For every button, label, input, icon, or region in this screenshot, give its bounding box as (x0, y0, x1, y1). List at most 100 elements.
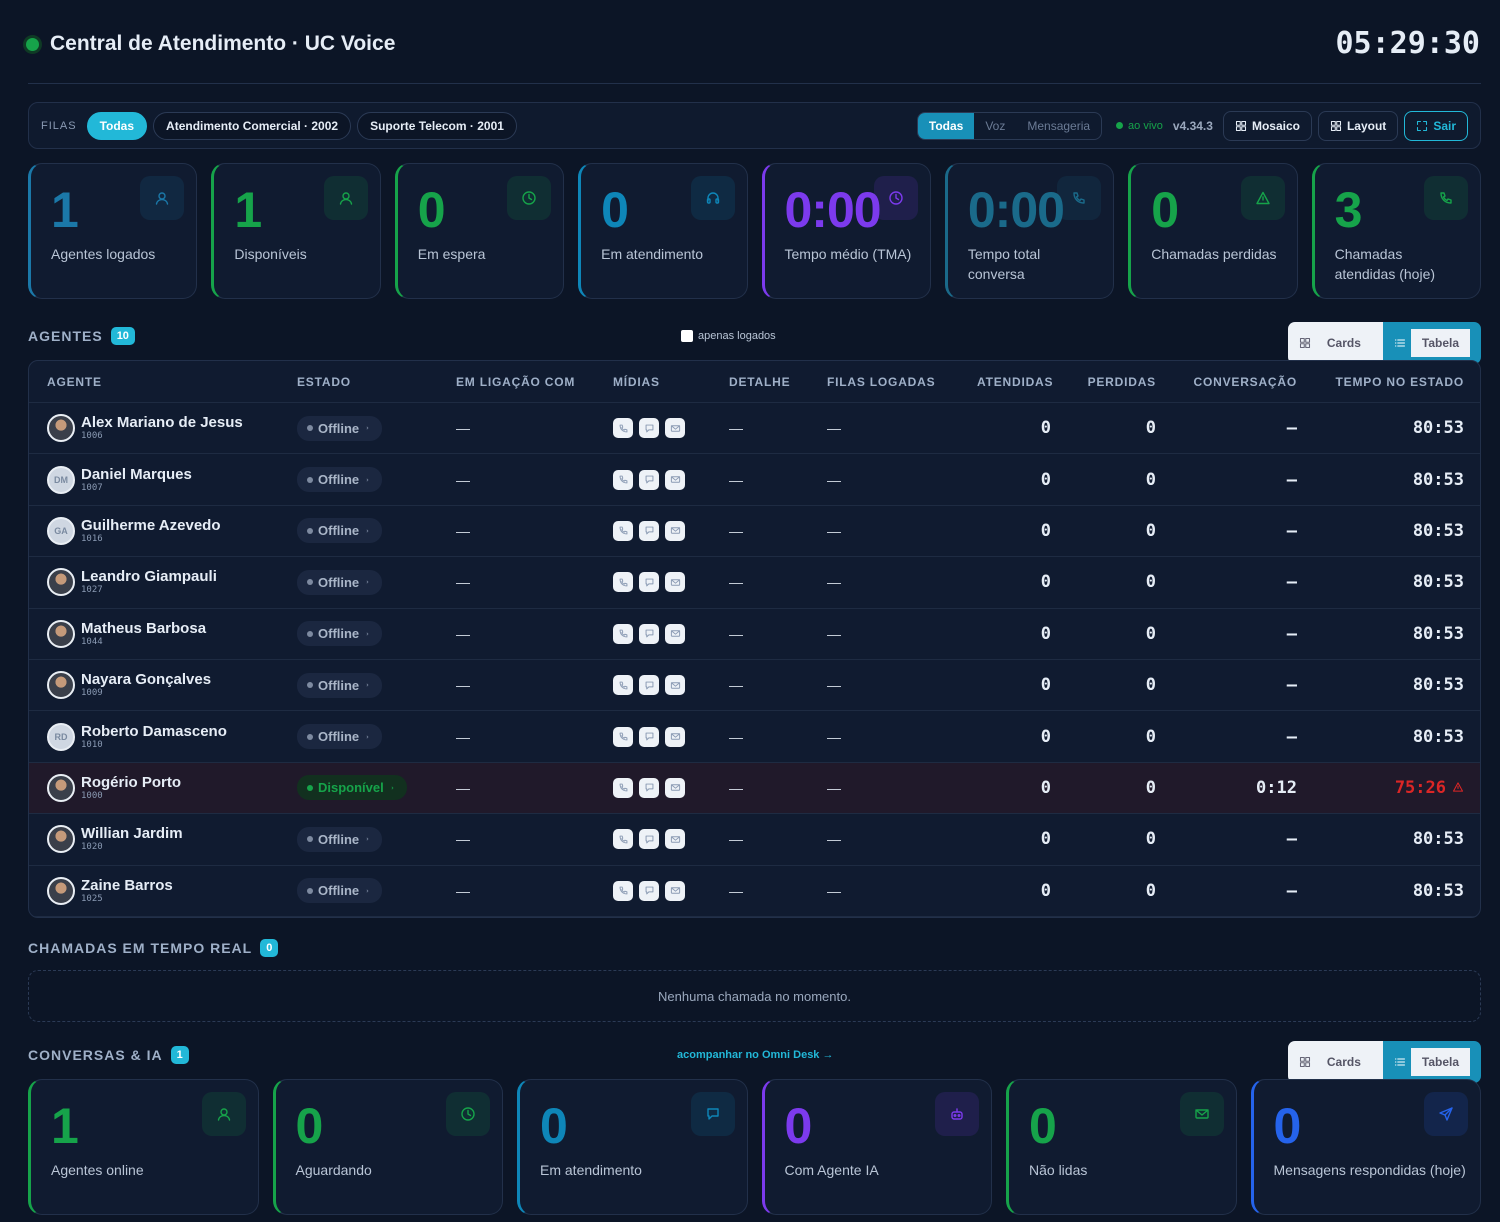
agent-cell: Matheus Barbosa 1044 (47, 619, 297, 648)
phone-icon (1440, 192, 1452, 204)
status-dot (307, 733, 313, 740)
status-pill[interactable]: Offline (297, 878, 383, 904)
avatar (47, 568, 75, 597)
status-pill[interactable]: Disponível (297, 775, 407, 801)
conversation: — (1286, 418, 1297, 439)
avatar (47, 619, 75, 648)
filter-checkbox[interactable]: apenas logados (681, 330, 776, 342)
kpi-card: 0 Aguardando (272, 1079, 503, 1215)
kpi-icon (140, 176, 185, 220)
kpi-icon (935, 1092, 979, 1136)
detail: — (729, 471, 743, 488)
kpi-card: 1 Agentes online (28, 1079, 259, 1215)
kpi-value: 0 (417, 182, 446, 238)
mail-icon (670, 424, 680, 432)
status-dot (307, 836, 313, 843)
status-pill[interactable]: Offline (297, 672, 383, 698)
lost: 0 (1145, 880, 1156, 901)
checkbox[interactable] (681, 330, 693, 342)
status-pill[interactable]: Offline (297, 415, 383, 441)
status-dot (307, 784, 313, 791)
agent-cell: Nayara Gonçalves 1009 (47, 671, 297, 700)
agent-info: Rogério Porto 1000 (81, 774, 181, 801)
status-dot (26, 38, 39, 51)
in-call: — (456, 625, 470, 642)
detail: — (729, 677, 743, 694)
queue-pill[interactable]: Atendimento Comercial · 2002 (153, 111, 352, 140)
section-title: CONVERSAS & IA (28, 1047, 163, 1063)
status-pill[interactable]: Offline (297, 518, 383, 544)
omni-link[interactable]: acompanhar no Omni Desk → (677, 1049, 834, 1061)
chat-icon (645, 424, 653, 433)
toolbar-button[interactable]: Layout (1317, 110, 1399, 141)
agent-name: Guilherme Azevedo (81, 516, 221, 534)
answered: 0 (1040, 623, 1051, 644)
agent-cell: DM Daniel Marques 1007 (47, 465, 297, 494)
caret-icon (366, 581, 369, 584)
agent-info: Nayara Gonçalves 1009 (81, 672, 211, 699)
media-option[interactable]: Voz (985, 118, 1006, 133)
status-pill[interactable]: Offline (297, 467, 383, 493)
agent-extension: 1027 (81, 585, 103, 596)
media-icon (613, 829, 633, 850)
status-dot (307, 887, 313, 894)
media-icon (613, 623, 633, 644)
status-dot (307, 630, 313, 637)
send-icon (1439, 1107, 1453, 1121)
avatar (47, 773, 75, 802)
head-icon (706, 192, 719, 204)
chat-icon (645, 527, 653, 535)
kpi-icon (1179, 1092, 1224, 1136)
status-pill[interactable]: Offline (297, 621, 383, 647)
kpi-value: 0:00 (967, 182, 1065, 238)
answered: 0 (1040, 829, 1051, 850)
time-in-state: 80:53 (1412, 520, 1464, 541)
in-call: — (456, 471, 470, 488)
toolbar-button[interactable]: Mosaico (1222, 110, 1312, 141)
lost: 0 (1145, 777, 1156, 798)
time-in-state: 80:53 (1412, 675, 1464, 696)
in-call: — (456, 779, 470, 796)
agent-name: Matheus Barbosa (81, 619, 207, 637)
view-option[interactable]: Tabela (1382, 322, 1481, 364)
time-cell: 80:53 (1297, 418, 1464, 438)
section-title: AGENTES (28, 328, 103, 344)
time-in-state: 75:26 (1394, 777, 1446, 798)
view-option[interactable]: Cards (1287, 1041, 1383, 1083)
mail-icon (1194, 1109, 1209, 1119)
lost: 0 (1145, 675, 1156, 696)
kpi-card: 1 Disponíveis (211, 163, 381, 299)
phone-icon (619, 835, 627, 844)
status-pill[interactable]: Offline (297, 724, 383, 750)
detail: — (729, 420, 743, 437)
user-icon (156, 192, 169, 205)
media-icon (665, 520, 685, 541)
agent-extension: 1007 (81, 482, 103, 493)
clock-icon (522, 191, 536, 205)
kpi-card: 0 Com Agente IA (761, 1079, 992, 1215)
column-header: TEMPO NO ESTADO (1335, 374, 1464, 389)
view-option[interactable]: Tabela (1382, 1041, 1481, 1083)
media-option[interactable]: Mensageria (1027, 118, 1091, 133)
column-header: DETALHE (729, 374, 791, 389)
chat-icon (645, 886, 653, 895)
kpi-value: 1 (51, 1098, 79, 1154)
kpi-value: 0 (1151, 182, 1179, 238)
divider (28, 83, 1481, 84)
status-pill[interactable]: Offline (297, 826, 383, 852)
queues: — (827, 522, 841, 539)
media-option[interactable]: Todas (917, 112, 975, 139)
status-pill[interactable]: Offline (297, 569, 383, 595)
queues: — (827, 471, 841, 488)
status-cell: Offline (297, 724, 456, 750)
media-icon (665, 675, 685, 696)
queues: — (827, 677, 841, 694)
toolbar-button[interactable]: Sair (1404, 110, 1468, 141)
agent-extension: 1000 (81, 790, 103, 801)
media-icon (639, 675, 659, 696)
view-option[interactable]: Cards (1287, 322, 1383, 364)
lost: 0 (1145, 418, 1156, 439)
queue-pill[interactable]: Suporte Telecom · 2001 (357, 111, 517, 140)
queue-pill[interactable]: Todas (86, 111, 148, 140)
in-call: — (456, 728, 470, 745)
